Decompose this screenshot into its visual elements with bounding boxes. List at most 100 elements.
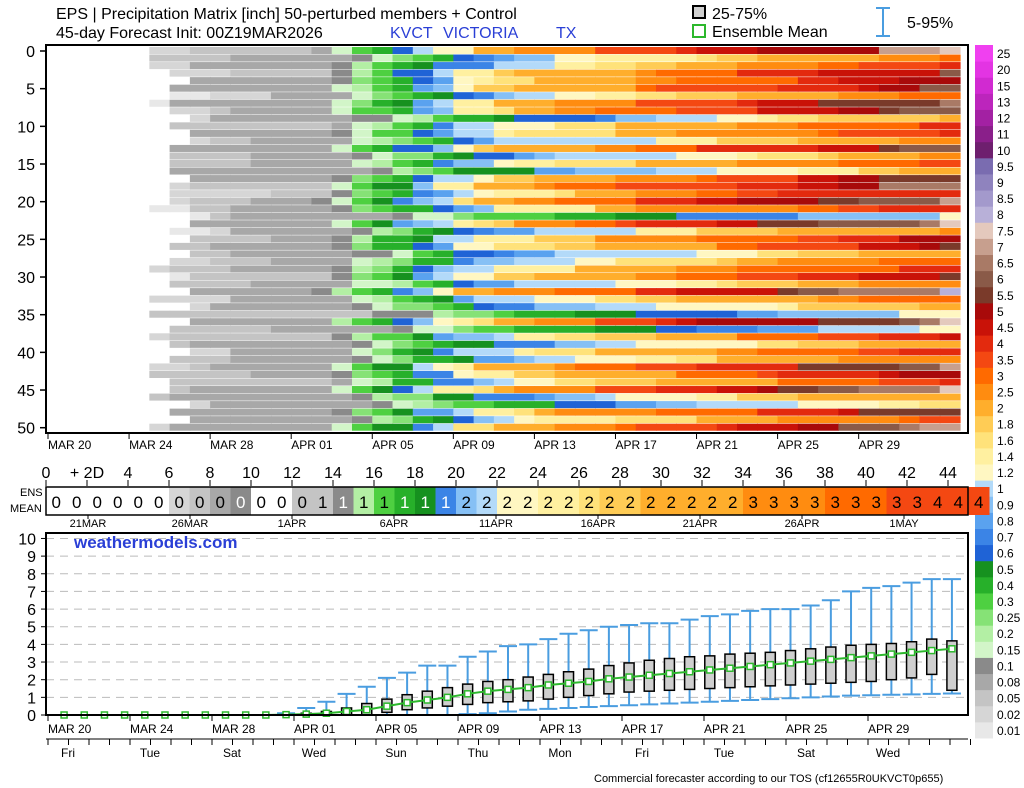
- matrix-cell: [433, 393, 454, 401]
- matrix-cell: [412, 333, 434, 341]
- mean-marker: [322, 709, 331, 717]
- matrix-cell: [352, 205, 373, 213]
- matrix-cell: [656, 160, 677, 168]
- matrix-cell: [433, 54, 454, 62]
- strip-value: 3: [851, 493, 860, 512]
- matrix-cell: [716, 99, 738, 107]
- matrix-cell: [514, 160, 535, 168]
- matrix-cell: [818, 250, 839, 258]
- matrix-cell: [534, 205, 556, 213]
- matrix-cell: [189, 416, 211, 424]
- matrix-cell: [210, 47, 231, 55]
- matrix-cell: [291, 47, 313, 55]
- matrix-cell: [311, 77, 333, 85]
- matrix-cell: [534, 257, 556, 265]
- matrix-cell: [899, 227, 921, 235]
- matrix-cell: [372, 107, 394, 115]
- matrix-cell: [230, 325, 252, 333]
- matrix-cell: [737, 152, 758, 160]
- matrix-cell: [311, 288, 333, 296]
- matrix-cell: [554, 197, 576, 205]
- matrix-cell: [656, 144, 677, 152]
- legend-swatch: [975, 641, 993, 658]
- matrix-cell: [372, 235, 394, 243]
- matrix-cell: [797, 144, 819, 152]
- matrix-cell: [270, 370, 292, 378]
- matrix-cell: [210, 265, 231, 273]
- matrix-cell: [797, 167, 819, 175]
- matrix-cell: [291, 62, 313, 70]
- legend-label: 7.5: [997, 224, 1014, 238]
- matrix-cell: [777, 408, 799, 416]
- matrix-cell: [858, 386, 880, 394]
- hour-tick-label: 42: [898, 465, 916, 482]
- matrix-cell: [635, 175, 657, 183]
- matrix-cell: [412, 122, 434, 130]
- matrix-cell: [473, 152, 495, 160]
- matrix-cell: [433, 220, 454, 228]
- matrix-cell: [858, 295, 880, 303]
- matrix-cell: [899, 205, 921, 213]
- matrix-cell: [656, 393, 677, 401]
- matrix-cell: [919, 220, 941, 228]
- matrix-cell: [412, 340, 434, 348]
- matrix-cell: [899, 152, 921, 160]
- matrix-cell: [291, 114, 313, 122]
- matrix-cell: [676, 205, 698, 213]
- matrix-cell: [149, 423, 171, 431]
- matrix-cell: [554, 190, 576, 198]
- legend-swatch: [975, 657, 993, 675]
- matrix-cell: [534, 325, 556, 333]
- matrix-cell: [412, 416, 434, 424]
- matrix-cell: [352, 114, 373, 122]
- matrix-cell: [858, 167, 880, 175]
- matrix-cell: [757, 295, 779, 303]
- matrix-cell: [270, 190, 292, 198]
- matrix-cell: [676, 137, 698, 145]
- matrix-cell: [696, 220, 718, 228]
- matrix-cell: [311, 355, 333, 363]
- matrix-cell: [878, 416, 900, 424]
- matrix-cell: [473, 197, 495, 205]
- matrix-cell: [919, 378, 941, 386]
- matrix-cell: [554, 114, 576, 122]
- matrix-cell: [210, 355, 231, 363]
- matrix-cell: [899, 423, 921, 431]
- matrix-cell: [392, 129, 414, 137]
- matrix-cell: [433, 160, 454, 168]
- matrix-cell: [818, 144, 839, 152]
- matrix-cell: [858, 92, 880, 100]
- matrix-cell: [493, 54, 515, 62]
- matrix-cell: [595, 92, 617, 100]
- matrix-cell: [818, 212, 839, 220]
- matrix-cell: [777, 62, 799, 70]
- matrix-cell: [270, 386, 292, 394]
- matrix-cell: [433, 303, 454, 311]
- matrix-cell: [574, 265, 596, 273]
- matrix-cell: [331, 107, 353, 115]
- matrix-y-tick-label: 35: [17, 308, 35, 325]
- weekday-label: Tue: [140, 746, 161, 760]
- matrix-cell: [696, 340, 718, 348]
- matrix-cell: [757, 197, 779, 205]
- strip-date-label: 21MAR: [70, 518, 107, 530]
- box-x-tick-label: APR 05: [376, 722, 418, 736]
- matrix-cell: [291, 242, 313, 250]
- matrix-cell: [189, 242, 211, 250]
- matrix-cell: [169, 408, 191, 416]
- matrix-cell: [878, 144, 900, 152]
- matrix-cell: [696, 92, 718, 100]
- matrix-cell: [919, 257, 941, 265]
- matrix-cell: [169, 122, 191, 130]
- matrix-cell: [554, 310, 576, 318]
- matrix-cell: [797, 129, 819, 137]
- matrix-cell: [696, 370, 718, 378]
- strip-value: 4: [933, 493, 942, 512]
- matrix-cell: [656, 401, 677, 409]
- matrix-cell: [676, 355, 698, 363]
- matrix-cell: [676, 340, 698, 348]
- matrix-cell: [169, 355, 191, 363]
- matrix-cell: [797, 62, 819, 70]
- matrix-cell: [797, 325, 819, 333]
- matrix-cell: [696, 152, 718, 160]
